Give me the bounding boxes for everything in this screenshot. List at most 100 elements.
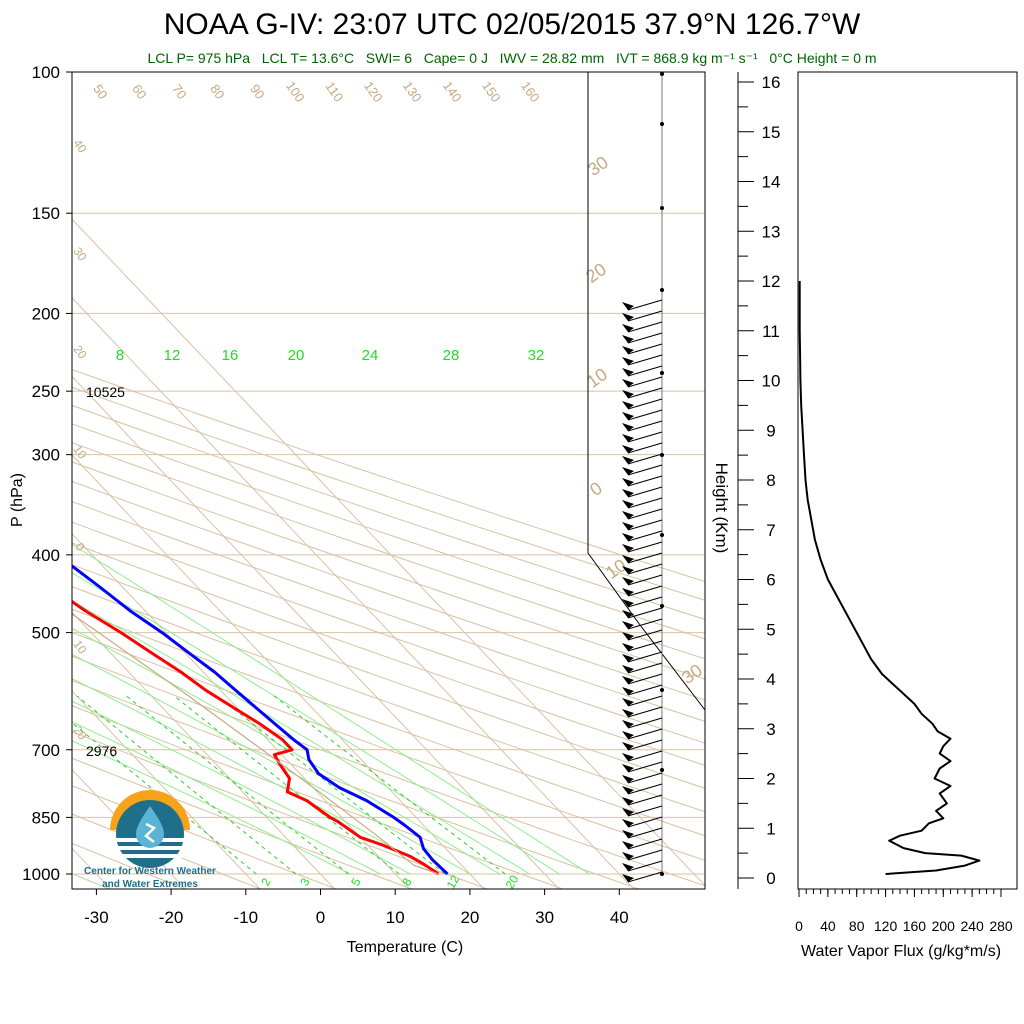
- dry-adiabat-line: [72, 404, 705, 620]
- wind-barb-shaft: [627, 827, 663, 839]
- temperature-profile-line: [72, 599, 440, 876]
- barb-station-dot: [660, 533, 664, 537]
- wind-barb-flag: [622, 742, 634, 750]
- dry-adiabat-line: [72, 369, 705, 583]
- wind-barb-flag: [622, 819, 634, 827]
- y-tick-label: 100: [32, 63, 60, 82]
- y-tick-label: 1000: [22, 865, 60, 884]
- wind-barb-flag: [622, 654, 634, 662]
- wind-barb-flag: [622, 709, 634, 717]
- wind-barb-shaft: [627, 552, 663, 564]
- dry-adiabat-label: 110: [322, 79, 346, 105]
- flux-x-tick-label: 200: [932, 918, 956, 934]
- dry-adiabat-label: 90: [247, 81, 268, 101]
- wind-barb-flag: [622, 357, 634, 365]
- wind-barb-shaft: [627, 376, 663, 388]
- wind-barb-flag: [622, 610, 634, 618]
- wind-barb-shaft: [627, 398, 663, 410]
- wind-barb-flag: [622, 401, 634, 409]
- wind-barb-flag: [622, 379, 634, 387]
- wind-barb-flag: [622, 423, 634, 431]
- height-tick-label: 10: [762, 372, 781, 391]
- dry-adiabat-line: [72, 521, 705, 744]
- dry-adiabat-label: 70: [169, 81, 190, 101]
- height-tick-label: 1: [766, 819, 775, 838]
- wind-barb-shaft: [627, 607, 663, 619]
- x-axis-label: Temperature (C): [347, 939, 463, 956]
- dry-adiabat-line: [72, 461, 705, 680]
- flux-x-tick-label: 80: [849, 918, 865, 934]
- mixing-ratio-label: 32: [528, 347, 545, 364]
- wind-barb-flag: [622, 533, 634, 541]
- wind-barb-shaft: [627, 574, 663, 586]
- wind-barb-shaft: [627, 750, 663, 762]
- wind-barb-flag: [622, 841, 634, 849]
- dry-adiabat-line: [72, 480, 705, 701]
- wind-barb-flag: [622, 588, 634, 596]
- wind-barb-shaft: [627, 684, 663, 696]
- geopotential-height-label: 2976: [86, 743, 117, 759]
- flux-x-tick-label: 160: [903, 918, 927, 934]
- wind-barb-shaft: [627, 618, 663, 630]
- mixing-ratio-line: [126, 695, 349, 875]
- wind-barb-flag: [622, 852, 634, 860]
- moist-adiabat-line: [72, 721, 381, 875]
- water-vapor-flux-line: [798, 281, 981, 875]
- height-tick-label: 12: [762, 272, 781, 291]
- flux-frame: [797, 71, 1018, 890]
- sounding-stats: LCL P= 975 hPa LCL T= 13.6°C SWI= 6 Cape…: [0, 50, 1024, 67]
- iwv-value: IWV = 28.82 mm: [499, 50, 605, 66]
- wind-barb-flag: [622, 731, 634, 739]
- wind-barb-shaft: [627, 640, 663, 652]
- height-tick-label: 8: [766, 471, 775, 490]
- isotherm-right-label: 30: [678, 660, 706, 688]
- wind-barb-shaft: [627, 332, 663, 344]
- wind-barb-shaft: [627, 717, 663, 729]
- dry-adiabat-label: 50: [90, 81, 111, 101]
- wind-barb-flag: [622, 324, 634, 332]
- isotherm-line: [72, 297, 635, 889]
- wind-barb-shaft: [627, 442, 663, 454]
- barb-station-dot: [660, 122, 664, 126]
- isotherm-line: [72, 611, 336, 889]
- wind-barb-flag: [622, 368, 634, 376]
- wind-barb-shaft: [627, 321, 663, 333]
- dry-adiabat-label: 130: [400, 79, 425, 105]
- barb-station-dot: [660, 872, 664, 876]
- wind-barb-shaft: [627, 387, 663, 399]
- mixing-ratio-label: 28: [443, 347, 460, 364]
- moist-adiabat-line: [72, 700, 411, 875]
- wind-barb-shaft: [627, 343, 663, 355]
- height-tick-label: 2: [766, 770, 775, 789]
- lcl-temperature: LCL T= 13.6°C: [261, 50, 355, 66]
- wind-barb-shaft: [627, 783, 663, 795]
- wind-barb-shaft: [627, 453, 663, 465]
- isotherm-line: [72, 454, 485, 889]
- wind-barb-shaft: [627, 563, 663, 575]
- wind-barb-flag: [622, 676, 634, 684]
- wind-barb-flag: [622, 874, 634, 882]
- wind-barb-flag: [622, 346, 634, 354]
- dry-adiabat-label: 60: [129, 81, 150, 101]
- y-tick-label: 850: [32, 808, 60, 827]
- moist-adiabat-line: [72, 627, 501, 875]
- height-tick-label: 13: [762, 222, 781, 241]
- height-tick-label: 11: [762, 322, 780, 341]
- wind-barb-flag: [622, 643, 634, 651]
- flux-x-tick-label: 120: [874, 918, 898, 934]
- mixing-ratio-bottom-label: 2: [258, 875, 274, 888]
- wind-barb-shaft: [627, 838, 663, 850]
- wind-barb-flag: [622, 522, 634, 530]
- y-tick-label: 700: [32, 741, 60, 760]
- isotherm-left-label: 20: [70, 724, 89, 743]
- wind-barb-shaft: [627, 310, 663, 322]
- wind-barb-shaft: [627, 497, 663, 509]
- height-tick-label: 5: [766, 620, 775, 639]
- isotherm-right-label: 10: [583, 364, 611, 392]
- isotherm-line: [72, 533, 411, 889]
- lcl-pressure: LCL P= 975 hPa: [147, 50, 251, 66]
- barb-station-dot: [660, 206, 664, 210]
- height-tick-label: 3: [766, 720, 775, 739]
- mixing-ratio-bottom-label: 12: [444, 872, 463, 891]
- wind-barb-shaft: [627, 530, 663, 542]
